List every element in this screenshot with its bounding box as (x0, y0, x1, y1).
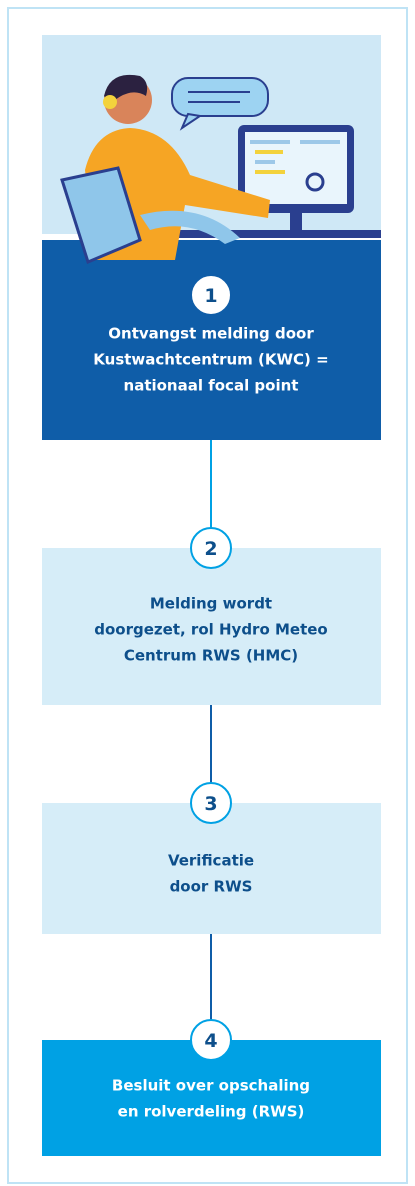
step-number: 4 (204, 1030, 217, 1052)
page: 1 Ontvangst melding door Kustwachtcentrum … (0, 0, 415, 1186)
illustration (42, 35, 381, 295)
step-text: Besluit over opschaling (112, 1077, 310, 1095)
step-text: Verificatie (168, 852, 254, 870)
step-text: en rolverdeling (RWS) (118, 1103, 305, 1121)
step-text: nationaal focal point (124, 377, 299, 395)
step-text: doorgezet, rol Hydro Meteo (94, 621, 327, 639)
step-text: Ontvangst melding door (108, 325, 314, 343)
step-number: 1 (204, 285, 217, 307)
step-number: 3 (204, 793, 217, 815)
step-text: Melding wordt (150, 595, 272, 613)
step-text: Centrum RWS (HMC) (124, 647, 298, 665)
step-text: Kustwachtcentrum (KWC) = (93, 351, 328, 369)
step-text: door RWS (170, 878, 253, 896)
step-number: 2 (204, 538, 217, 560)
